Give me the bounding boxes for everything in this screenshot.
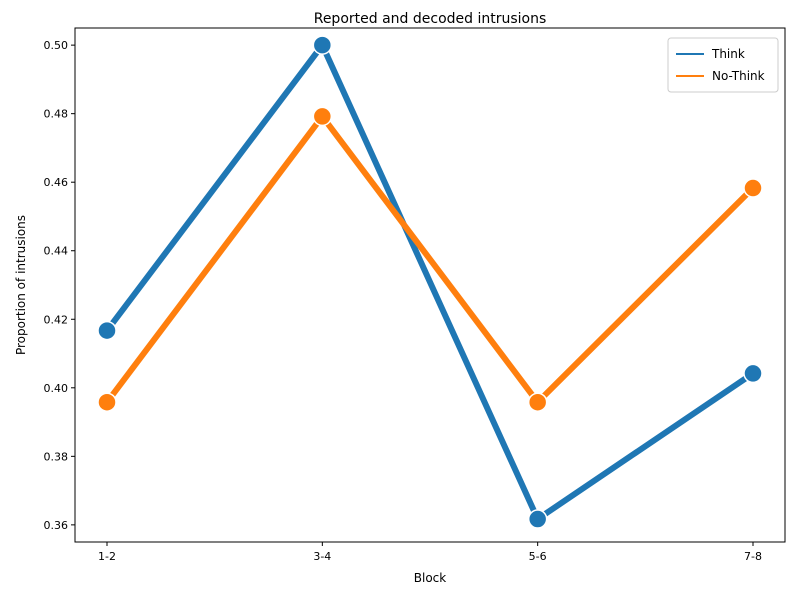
axes-border — [74, 27, 786, 543]
y-tick-label: 0.42 — [44, 313, 69, 326]
data-point-no-think — [97, 392, 117, 412]
axes-frame — [74, 27, 786, 543]
data-point-think — [743, 363, 763, 384]
y-tick-label: 0.36 — [44, 519, 69, 532]
y-tick-label: 0.48 — [44, 108, 69, 121]
y-ticks: 0.36 0.38 0.40 0.42 0.44 0.46 0.48 0.50 — [44, 39, 75, 532]
data-point-think — [97, 320, 117, 341]
y-tick-label: 0.38 — [44, 450, 69, 463]
x-tick-label: 7-8 — [744, 550, 762, 563]
legend: Think No-Think — [667, 37, 779, 93]
data-point-no-think — [312, 106, 333, 127]
y-tick-label: 0.50 — [44, 39, 69, 52]
y-tick-label: 0.40 — [44, 382, 69, 395]
x-ticks: 1-2 3-4 5-6 7-8 — [98, 542, 762, 563]
data-point-think — [527, 509, 548, 529]
x-axis-label: Block — [414, 571, 447, 585]
x-tick-label: 1-2 — [98, 550, 116, 563]
data-point-think — [312, 35, 333, 55]
data-point-no-think — [743, 178, 763, 198]
series-think — [97, 35, 763, 529]
data-point-no-think — [527, 392, 548, 412]
legend-box — [667, 37, 779, 93]
series-line-think — [104, 39, 755, 524]
series-layer — [97, 35, 763, 529]
x-tick-label: 3-4 — [313, 550, 331, 563]
legend-label-think: Think — [711, 47, 745, 61]
series-no-think — [97, 106, 763, 412]
legend-entries: Think No-Think — [676, 47, 765, 83]
legend-label-no-think: No-Think — [712, 69, 765, 83]
x-tick-label: 5-6 — [529, 550, 547, 563]
y-tick-label: 0.46 — [44, 176, 69, 189]
series-line-no-think — [104, 111, 756, 407]
y-tick-label: 0.44 — [44, 245, 69, 258]
chart-title: Reported and decoded intrusions — [314, 11, 547, 27]
y-axis-label: Proportion of intrusions — [14, 215, 28, 355]
